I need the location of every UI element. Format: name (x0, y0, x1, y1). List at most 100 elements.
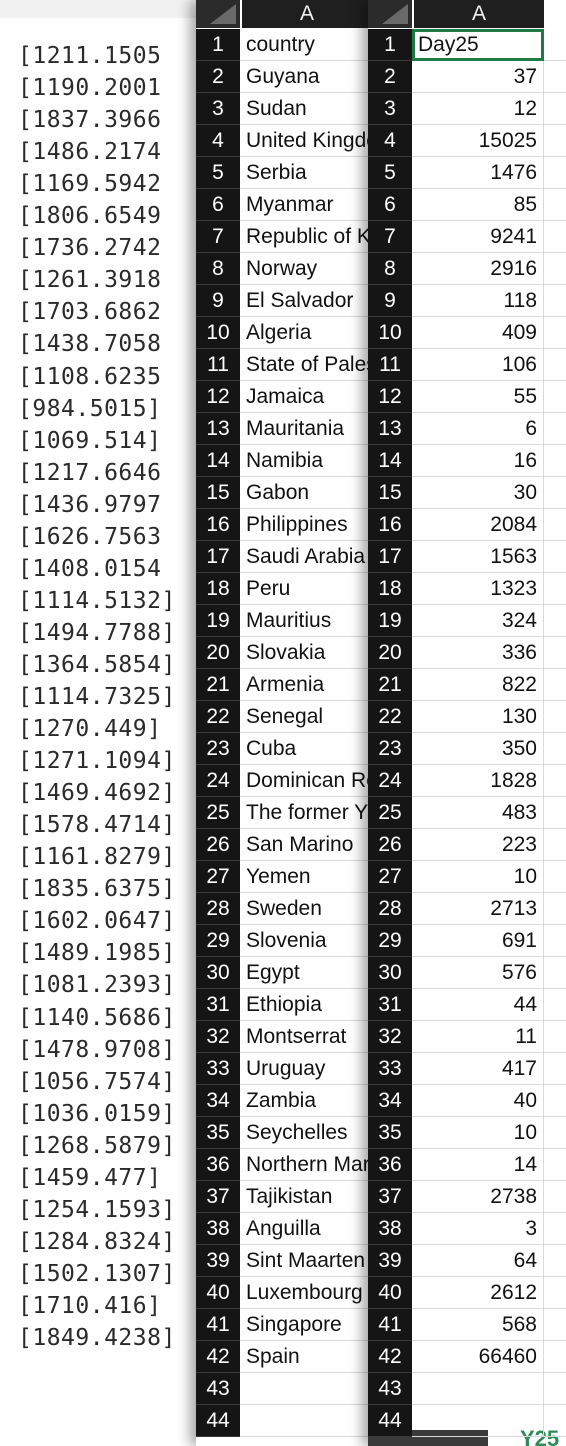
table-cell[interactable] (544, 541, 566, 573)
table-cell[interactable]: Dominican Republic (240, 765, 372, 797)
table-cell[interactable]: 10 (412, 861, 544, 893)
row-header[interactable]: 39 (368, 1245, 412, 1277)
table-cell[interactable]: Spain (240, 1341, 372, 1373)
table-cell[interactable] (544, 1373, 566, 1405)
table-cell[interactable] (544, 445, 566, 477)
table-cell[interactable]: 324 (412, 605, 544, 637)
row-header[interactable]: 22 (196, 701, 240, 733)
row-header[interactable]: 38 (196, 1213, 240, 1245)
table-cell[interactable]: Sudan (240, 93, 372, 125)
row-header[interactable]: 33 (368, 1053, 412, 1085)
row-header[interactable]: 15 (368, 477, 412, 509)
row-header[interactable]: 32 (368, 1021, 412, 1053)
row-header[interactable]: 42 (196, 1341, 240, 1373)
table-cell[interactable] (544, 509, 566, 541)
row-header[interactable]: 8 (196, 253, 240, 285)
row-header[interactable]: 18 (368, 573, 412, 605)
table-cell[interactable]: 1323 (412, 573, 544, 605)
row-header[interactable]: 29 (196, 925, 240, 957)
row-header[interactable]: 13 (196, 413, 240, 445)
table-cell[interactable]: Gabon (240, 477, 372, 509)
row-header[interactable]: 41 (368, 1309, 412, 1341)
table-cell[interactable] (544, 893, 566, 925)
table-cell[interactable]: The former Yugoslav (240, 797, 372, 829)
row-header[interactable]: 20 (368, 637, 412, 669)
column-header-a[interactable]: A (242, 0, 372, 28)
row-header[interactable]: 2 (196, 61, 240, 93)
row-header[interactable]: 21 (368, 669, 412, 701)
row-header[interactable]: 15 (196, 477, 240, 509)
table-cell[interactable]: 2713 (412, 893, 544, 925)
row-header[interactable]: 14 (368, 445, 412, 477)
table-cell[interactable]: 6 (412, 413, 544, 445)
table-cell[interactable]: 2612 (412, 1277, 544, 1309)
table-cell[interactable] (544, 765, 566, 797)
row-header[interactable]: 10 (368, 317, 412, 349)
table-cell[interactable] (544, 925, 566, 957)
row-header[interactable]: 37 (196, 1181, 240, 1213)
table-cell[interactable]: Norway (240, 253, 372, 285)
table-cell[interactable]: 9241 (412, 221, 544, 253)
table-cell[interactable]: Singapore (240, 1309, 372, 1341)
row-header[interactable]: 31 (196, 989, 240, 1021)
row-header[interactable]: 5 (368, 157, 412, 189)
table-cell[interactable]: Serbia (240, 157, 372, 189)
table-cell[interactable]: Egypt (240, 957, 372, 989)
row-header[interactable]: 32 (196, 1021, 240, 1053)
table-cell[interactable] (544, 637, 566, 669)
table-cell[interactable]: 55 (412, 381, 544, 413)
table-cell[interactable] (544, 381, 566, 413)
table-cell[interactable] (544, 797, 566, 829)
table-cell[interactable] (544, 1117, 566, 1149)
table-cell[interactable]: Uruguay (240, 1053, 372, 1085)
row-header[interactable]: 30 (368, 957, 412, 989)
table-cell[interactable]: 15025 (412, 125, 544, 157)
row-header[interactable]: 35 (368, 1117, 412, 1149)
row-header[interactable]: 3 (368, 93, 412, 125)
table-cell[interactable]: Namibia (240, 445, 372, 477)
row-header[interactable]: 6 (368, 189, 412, 221)
table-cell[interactable] (544, 477, 566, 509)
table-cell[interactable]: Republic of Korea (240, 221, 372, 253)
table-cell[interactable]: 3 (412, 1213, 544, 1245)
table-cell[interactable] (544, 1053, 566, 1085)
table-cell[interactable]: 822 (412, 669, 544, 701)
table-cell[interactable] (544, 1085, 566, 1117)
row-header[interactable]: 1 (368, 29, 412, 61)
table-cell[interactable]: 66460 (412, 1341, 544, 1373)
table-cell[interactable] (544, 253, 566, 285)
table-cell[interactable]: 2084 (412, 509, 544, 541)
row-header[interactable]: 24 (368, 765, 412, 797)
row-header[interactable]: 14 (196, 445, 240, 477)
row-header[interactable]: 36 (368, 1149, 412, 1181)
row-header[interactable]: 31 (368, 989, 412, 1021)
table-cell[interactable]: 1563 (412, 541, 544, 573)
table-cell[interactable] (544, 1213, 566, 1245)
row-header[interactable]: 24 (196, 765, 240, 797)
table-cell[interactable]: 576 (412, 957, 544, 989)
table-cell[interactable]: Cuba (240, 733, 372, 765)
table-cell[interactable]: 130 (412, 701, 544, 733)
row-header[interactable]: 18 (196, 573, 240, 605)
table-cell[interactable] (544, 669, 566, 701)
row-header[interactable]: 6 (196, 189, 240, 221)
row-header[interactable]: 19 (368, 605, 412, 637)
table-cell[interactable]: 223 (412, 829, 544, 861)
row-header[interactable]: 19 (196, 605, 240, 637)
table-cell[interactable] (544, 1341, 566, 1373)
row-header[interactable]: 27 (196, 861, 240, 893)
row-header[interactable]: 40 (368, 1277, 412, 1309)
row-header[interactable]: 4 (196, 125, 240, 157)
table-cell[interactable]: Algeria (240, 317, 372, 349)
row-header[interactable]: 3 (196, 93, 240, 125)
table-cell[interactable]: Montserrat (240, 1021, 372, 1053)
table-cell[interactable]: 2916 (412, 253, 544, 285)
row-header[interactable]: 9 (196, 285, 240, 317)
row-header[interactable]: 2 (368, 61, 412, 93)
table-cell[interactable]: El Salvador (240, 285, 372, 317)
table-cell[interactable]: 12 (412, 93, 544, 125)
row-header[interactable]: 11 (196, 349, 240, 381)
table-cell[interactable] (544, 189, 566, 221)
table-cell[interactable]: 64 (412, 1245, 544, 1277)
row-header[interactable]: 16 (196, 509, 240, 541)
